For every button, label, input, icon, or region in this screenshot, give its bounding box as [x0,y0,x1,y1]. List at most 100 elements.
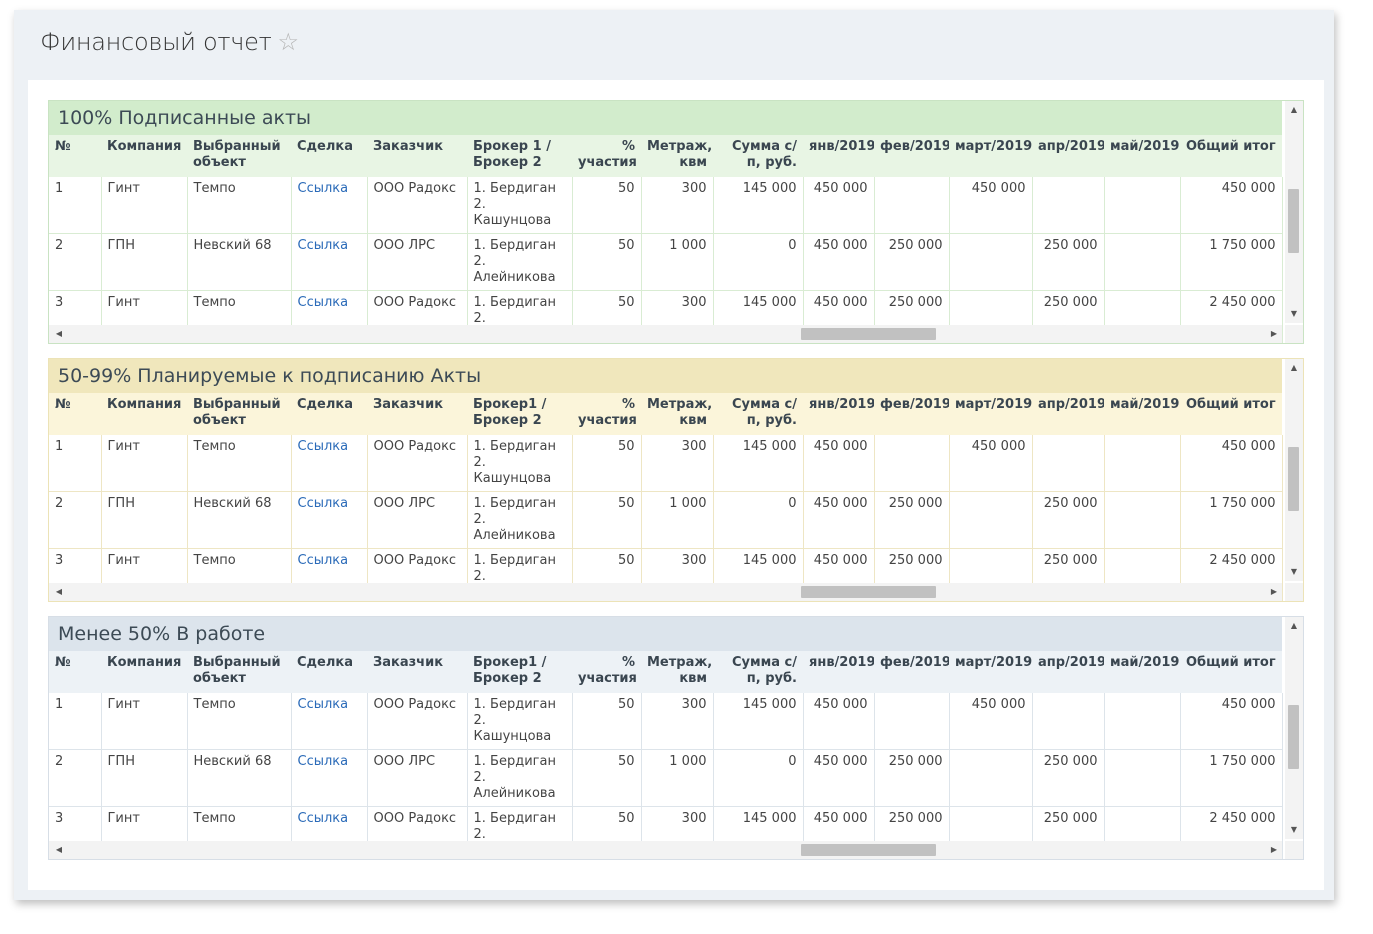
scroll-up-icon[interactable]: ▲ [1290,363,1298,372]
horizontal-scroll-thumb[interactable] [801,844,936,856]
column-header[interactable]: Компания [107,139,182,154]
column-header[interactable]: Заказчик [373,139,444,154]
column-header[interactable]: № [55,397,71,412]
column-header[interactable]: Заказчик [373,397,444,412]
scroll-left-icon[interactable]: ◀ [55,845,63,854]
column-header[interactable]: % участия [578,397,637,428]
column-header[interactable]: Сумма с/п, руб. [731,655,797,686]
table-row: 2 ГПН Невский 68 Ссылка ООО ЛРС 1. Бердиган 2.… [49,749,1283,807]
deal-link[interactable]: Ссылка [297,439,349,454]
scroll-down-icon[interactable]: ▼ [1290,825,1298,834]
deal-link[interactable]: Ссылка [297,697,349,712]
scroll-right-icon[interactable]: ▶ [1270,587,1278,596]
horizontal-scrollbar[interactable]: ◀ ▶ [49,583,1282,601]
column-header[interactable]: Выбранный объект [193,139,281,170]
scroll-left-icon[interactable]: ◀ [55,329,63,338]
column-header[interactable]: Общий итог [1186,139,1276,154]
column-header[interactable]: Метраж, квм [647,397,713,428]
deal-link[interactable]: Ссылка [297,811,349,826]
column-header[interactable]: Выбранный объект [193,397,281,428]
column-header[interactable]: апр/2019 [1038,139,1104,154]
column-header[interactable]: фев/2019 [880,655,949,670]
column-header[interactable]: апр/2019 [1038,397,1104,412]
column-header[interactable]: Сделка [297,397,353,412]
cell-jan: 450 000 [803,177,875,234]
column-header[interactable]: Брокер 1 / Брокер 2 [473,139,551,170]
favorite-star-icon[interactable]: ☆ [277,28,299,56]
column-header[interactable]: март/2019 [955,397,1032,412]
scroll-right-icon[interactable]: ▶ [1270,845,1278,854]
column-header[interactable]: янв/2019 [809,397,874,412]
column-header[interactable]: апр/2019 [1038,655,1104,670]
column-header[interactable]: Заказчик [373,655,444,670]
column-header[interactable]: янв/2019 [809,655,874,670]
column-header[interactable]: % участия [578,655,637,686]
column-header[interactable]: май/2019 [1110,397,1180,412]
cell-n: 2 [49,233,102,291]
deal-link[interactable]: Ссылка [297,553,349,568]
cell-client: ООО Радокс [367,177,468,234]
deal-link[interactable]: Ссылка [297,496,349,511]
vertical-scroll-thumb[interactable] [1288,447,1299,511]
cell-mar: 450 000 [949,693,1033,750]
horizontal-scrollbar[interactable]: ◀ ▶ [49,841,1282,859]
scroll-up-icon[interactable]: ▲ [1290,105,1298,114]
scroll-left-icon[interactable]: ◀ [55,587,63,596]
horizontal-scroll-thumb[interactable] [801,328,936,340]
scroll-up-icon[interactable]: ▲ [1290,621,1298,630]
column-header[interactable]: Сумма с/п, руб. [731,139,797,170]
deal-link[interactable]: Ссылка [297,295,349,310]
column-header[interactable]: % участия [578,139,637,170]
report-content: 100% Подписанные акты № Компания Выбранный … [28,80,1324,890]
column-header[interactable]: Компания [107,397,182,412]
column-header[interactable]: Сделка [297,139,353,154]
column-header[interactable]: март/2019 [955,655,1032,670]
scroll-down-icon[interactable]: ▼ [1290,567,1298,576]
page-title: Финансовый отчет ☆ [40,28,299,56]
vertical-scroll-thumb[interactable] [1288,189,1299,253]
column-header[interactable]: Выбранный объект [193,655,281,686]
horizontal-scrollbar[interactable]: ◀ ▶ [49,325,1282,343]
vertical-scrollbar[interactable]: ▲ ▼ [1285,617,1303,839]
scroll-down-icon[interactable]: ▼ [1290,309,1298,318]
scroll-right-icon[interactable]: ▶ [1270,329,1278,338]
deal-link[interactable]: Ссылка [297,238,349,253]
column-header[interactable]: Компания [107,655,182,670]
deal-link[interactable]: Ссылка [297,754,349,769]
vertical-scroll-thumb[interactable] [1288,705,1299,769]
scrollbar-corner [1285,841,1303,859]
cell-broker: 1. Бердиган 2. Алейникова [467,233,573,291]
cell-apr: 250 000 [1032,491,1105,549]
broker-2: 2. Алейникова [473,770,556,801]
column-header[interactable]: фев/2019 [880,397,949,412]
cell-broker: 1. Бердиган 2. Алейникова [467,491,573,549]
column-header[interactable]: Общий итог [1186,397,1276,412]
cell-company: ГПН [101,233,188,291]
column-header[interactable]: март/2019 [955,139,1032,154]
column-header[interactable]: Брокер1 / Брокер 2 [473,397,547,428]
vertical-scrollbar[interactable]: ▲ ▼ [1285,101,1303,323]
cell-sum: 145 000 [713,435,804,492]
column-header[interactable]: май/2019 [1110,139,1180,154]
column-header[interactable]: Метраж, квм [647,655,713,686]
vertical-scrollbar[interactable]: ▲ ▼ [1285,359,1303,581]
cell-company: ГПН [101,491,188,549]
page-header: Финансовый отчет ☆ [14,10,1334,80]
column-header[interactable]: Метраж, квм [647,139,713,170]
column-header[interactable]: № [55,655,71,670]
cell-n: 2 [49,749,102,807]
cell-total: 450 000 [1180,435,1283,492]
column-header[interactable]: Общий итог [1186,655,1276,670]
column-header[interactable]: Сумма с/п, руб. [731,397,797,428]
column-header[interactable]: Сделка [297,655,353,670]
column-header[interactable]: № [55,139,71,154]
column-header[interactable]: фев/2019 [880,139,949,154]
broker-1: 1. Бердиган [473,439,556,454]
horizontal-scroll-thumb[interactable] [801,586,936,598]
cell-feb: 250 000 [874,491,950,549]
cell-mar [949,749,1033,807]
column-header[interactable]: май/2019 [1110,655,1180,670]
column-header[interactable]: Брокер1 / Брокер 2 [473,655,547,686]
column-header[interactable]: янв/2019 [809,139,874,154]
deal-link[interactable]: Ссылка [297,181,349,196]
